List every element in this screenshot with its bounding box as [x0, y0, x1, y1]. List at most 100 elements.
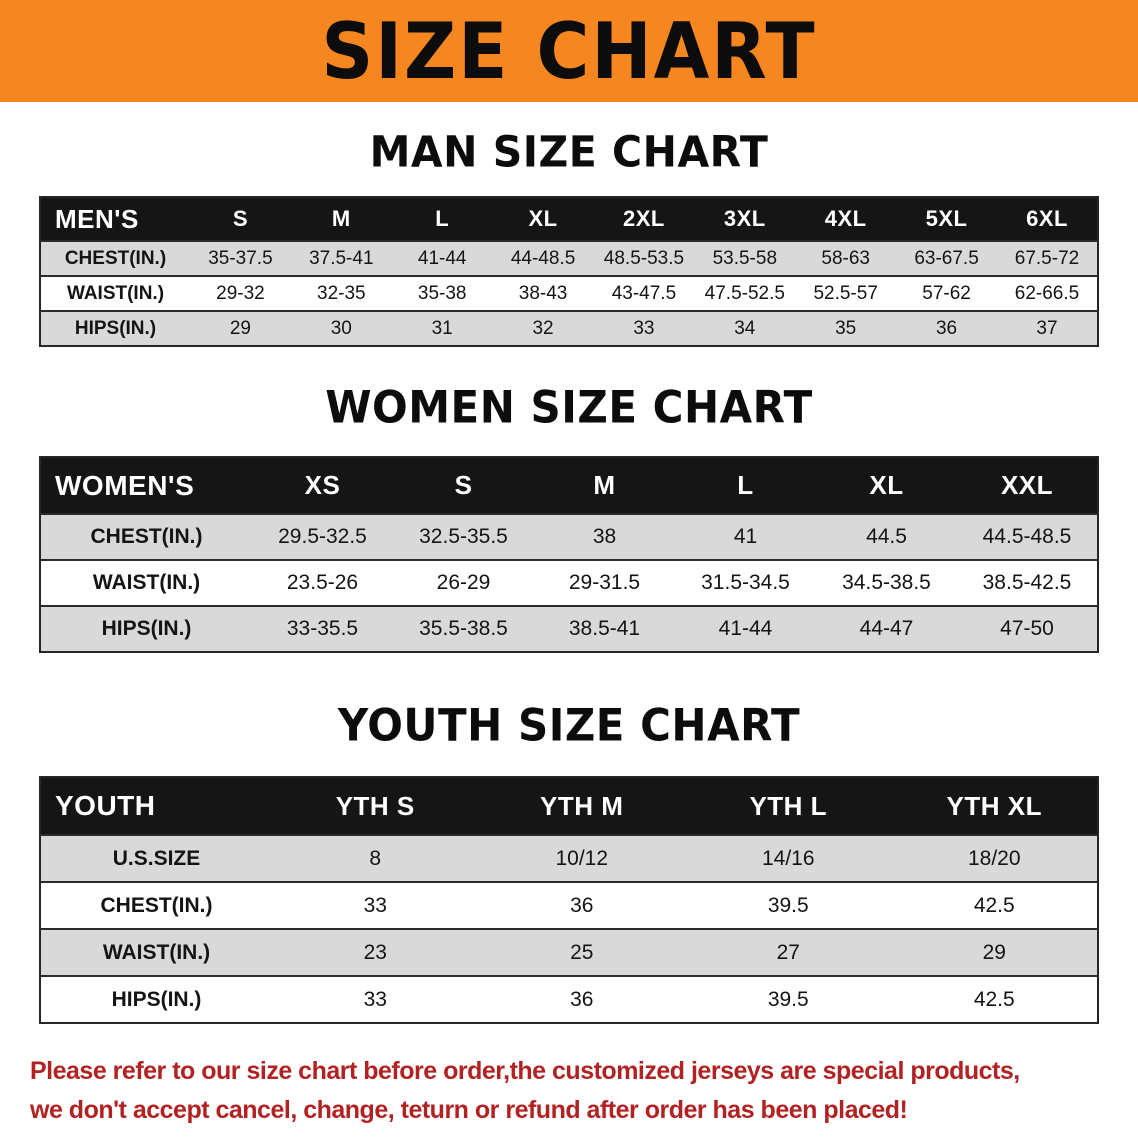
column-header: YTH S	[272, 777, 479, 835]
column-header: 6XL	[997, 197, 1098, 241]
value-cell: 29-32	[190, 275, 291, 311]
value-cell: 39.5	[685, 881, 892, 929]
row-label: WAIST(IN.)	[40, 275, 190, 311]
notice-line-1: Please refer to our size chart before or…	[30, 1057, 1020, 1085]
value-cell: 8	[272, 834, 479, 882]
row-label: CHEST(IN.)	[40, 240, 190, 276]
column-header: YTH L	[685, 777, 892, 835]
value-cell: 31.5-34.5	[675, 559, 816, 606]
corner-label-youth: YOUTH	[40, 777, 272, 835]
column-header: XL	[492, 197, 594, 241]
value-cell: 33-35.5	[252, 605, 393, 652]
size-table-women: WOMEN'S XS S M L XL XXL CHEST(IN.) 29.5-32.5 32.5…	[39, 456, 1099, 653]
value-cell: 42.5	[891, 975, 1098, 1023]
value-cell: 57-62	[896, 275, 997, 311]
value-cell: 36	[478, 975, 685, 1023]
value-cell: 35.5-38.5	[393, 605, 534, 652]
value-cell: 41-44	[391, 240, 493, 276]
value-cell: 33	[272, 975, 479, 1023]
corner-label-women: WOMEN'S	[40, 457, 252, 514]
size-chart-sections: MAN SIZE CHART MEN'S S M L XL 2XL 3XL 4XL 5XL 6XL C…	[0, 126, 1138, 1024]
section-title-women: WOMEN SIZE CHART	[325, 381, 813, 434]
value-cell: 29	[891, 928, 1098, 976]
row-label: CHEST(IN.)	[40, 881, 272, 929]
value-cell: 35-37.5	[190, 240, 291, 276]
value-cell: 34.5-38.5	[816, 559, 957, 606]
column-header: M	[534, 457, 675, 514]
banner: SIZE CHART	[0, 0, 1138, 102]
notice-line-2: we don't accept cancel, change, teturn o…	[30, 1095, 908, 1124]
value-cell: 30	[290, 310, 392, 346]
value-cell: 43-47.5	[593, 275, 695, 311]
column-header: 4XL	[795, 197, 897, 241]
section-title-youth: YOUTH SIZE CHART	[337, 699, 801, 752]
value-cell: 27	[685, 928, 892, 976]
value-cell: 53.5-58	[694, 240, 796, 276]
value-cell: 29-31.5	[534, 559, 675, 606]
value-cell: 33	[272, 881, 479, 929]
table-row: HIPS(IN.) 29 30 31 32 33 34 35 36 37	[40, 310, 1098, 346]
value-cell: 37	[997, 310, 1098, 346]
row-label: HIPS(IN.)	[40, 605, 252, 652]
section-title-men: MAN SIZE CHART	[369, 126, 769, 178]
size-table-youth: YOUTH YTH S YTH M YTH L YTH XL U.S.SIZE 8 10/12…	[39, 776, 1099, 1024]
row-label: CHEST(IN.)	[40, 513, 252, 560]
value-cell: 41	[675, 513, 816, 560]
value-cell: 35-38	[391, 275, 493, 311]
value-cell: 25	[478, 928, 685, 976]
value-cell: 33	[593, 310, 695, 346]
value-cell: 63-67.5	[896, 240, 997, 276]
value-cell: 37.5-41	[290, 240, 392, 276]
column-header: S	[393, 457, 534, 514]
table-row: HIPS(IN.) 33 36 39.5 42.5	[40, 975, 1098, 1023]
value-cell: 32-35	[290, 275, 392, 311]
column-header: XS	[252, 457, 393, 514]
row-label: HIPS(IN.)	[40, 975, 272, 1023]
table-row: CHEST(IN.) 35-37.5 37.5-41 41-44 44-48.5 48.5…	[40, 240, 1098, 276]
column-header: YTH XL	[891, 777, 1098, 835]
value-cell: 23.5-26	[252, 559, 393, 606]
row-label: WAIST(IN.)	[40, 928, 272, 976]
header-row: MEN'S S M L XL 2XL 3XL 4XL 5XL 6XL	[40, 197, 1098, 241]
value-cell: 41-44	[675, 605, 816, 652]
row-label: U.S.SIZE	[40, 834, 272, 882]
table-row: HIPS(IN.) 33-35.5 35.5-38.5 38.5-41 41-44 44-…	[40, 605, 1098, 652]
table-row: WAIST(IN.) 23 25 27 29	[40, 928, 1098, 976]
table-row: CHEST(IN.) 29.5-32.5 32.5-35.5 38 41 44.5 44.5…	[40, 513, 1098, 560]
row-label: WAIST(IN.)	[40, 559, 252, 606]
column-header: L	[675, 457, 816, 514]
row-label: HIPS(IN.)	[40, 310, 190, 346]
section-youth: YOUTH SIZE CHART YOUTH YTH S YTH M YTH L YTH …	[0, 699, 1138, 1024]
column-header: 3XL	[694, 197, 796, 241]
value-cell: 29	[190, 310, 291, 346]
value-cell: 52.5-57	[795, 275, 897, 311]
section-men: MAN SIZE CHART MEN'S S M L XL 2XL 3XL 4XL 5XL 6XL C…	[0, 126, 1138, 347]
value-cell: 10/12	[478, 834, 685, 882]
value-cell: 34	[694, 310, 796, 346]
column-header: XXL	[957, 457, 1098, 514]
page-title: SIZE CHART	[321, 5, 817, 97]
column-header: YTH M	[478, 777, 685, 835]
header-row: WOMEN'S XS S M L XL XXL	[40, 457, 1098, 514]
section-women: WOMEN SIZE CHART WOMEN'S XS S M L XL XXL CHEST(I…	[0, 381, 1138, 653]
value-cell: 42.5	[891, 881, 1098, 929]
value-cell: 44-48.5	[492, 240, 594, 276]
value-cell: 67.5-72	[997, 240, 1098, 276]
value-cell: 18/20	[891, 834, 1098, 882]
value-cell: 44.5-48.5	[957, 513, 1098, 560]
value-cell: 38	[534, 513, 675, 560]
value-cell: 26-29	[393, 559, 534, 606]
footer-notice: Please refer to our size chart before or…	[30, 1052, 1108, 1130]
value-cell: 36	[478, 881, 685, 929]
value-cell: 35	[795, 310, 897, 346]
value-cell: 39.5	[685, 975, 892, 1023]
value-cell: 38.5-42.5	[957, 559, 1098, 606]
corner-label-men: MEN'S	[40, 197, 190, 241]
column-header: XL	[816, 457, 957, 514]
value-cell: 14/16	[685, 834, 892, 882]
value-cell: 29.5-32.5	[252, 513, 393, 560]
value-cell: 36	[896, 310, 997, 346]
value-cell: 38-43	[492, 275, 594, 311]
table-row: WAIST(IN.) 29-32 32-35 35-38 38-43 43-47.5 47.…	[40, 275, 1098, 311]
column-header: 5XL	[896, 197, 997, 241]
